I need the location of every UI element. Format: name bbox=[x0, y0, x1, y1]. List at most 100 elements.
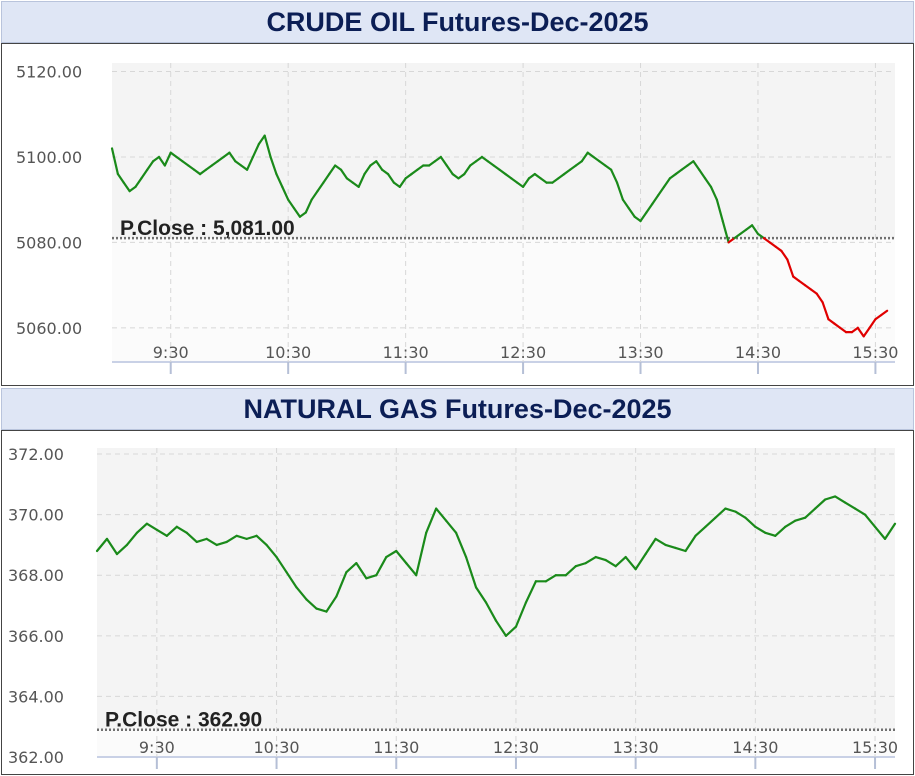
crude-oil-price-segment bbox=[533, 172, 542, 180]
crude-oil-price-segment bbox=[686, 160, 695, 167]
natural-gas-price-segment bbox=[544, 574, 557, 583]
crude-oil-price-segment bbox=[445, 164, 454, 176]
crude-oil-price-segment bbox=[240, 164, 249, 171]
natural-gas-price-segment bbox=[504, 625, 518, 637]
crude-oil-price-segment bbox=[386, 172, 395, 184]
crude-oil-price-segment bbox=[110, 147, 119, 176]
crude-oil-price-segment bbox=[480, 155, 489, 163]
natural-gas-price-segment bbox=[135, 522, 148, 534]
crude-oil-price-segment bbox=[627, 207, 636, 218]
crude-oil-price-segment bbox=[116, 172, 125, 184]
crude-oil-price-segment bbox=[633, 215, 642, 223]
natural-gas-price-segment bbox=[165, 525, 178, 537]
natural-gas-x-tick-label: 15:30 bbox=[852, 738, 898, 757]
crude-oil-price-segment bbox=[721, 219, 730, 244]
natural-gas-price-segment bbox=[844, 501, 857, 510]
crude-oil-price-segment bbox=[568, 164, 578, 171]
crude-oil-price-segment bbox=[375, 160, 384, 171]
natural-gas-price-segment bbox=[644, 537, 657, 556]
natural-gas-price-series bbox=[95, 495, 897, 637]
crude-oil-price-segment bbox=[698, 168, 707, 180]
natural-gas-price-segment bbox=[714, 507, 727, 519]
crude-oil-price-segment bbox=[692, 160, 701, 171]
natural-gas-price-segment bbox=[704, 516, 717, 528]
natural-gas-price-segment bbox=[345, 562, 358, 574]
natural-gas-x-tick-label: 13:30 bbox=[613, 738, 659, 757]
crude-oil-price-segment bbox=[251, 143, 260, 159]
natural-gas-x-tick-label: 12:30 bbox=[493, 738, 539, 757]
natural-gas-price-segment bbox=[335, 571, 348, 598]
natural-gas-price-segment bbox=[744, 516, 757, 528]
crude-oil-price-segment bbox=[803, 284, 812, 291]
crude-oil-price-segment bbox=[751, 224, 760, 235]
crude-oil-price-segment bbox=[263, 134, 272, 159]
crude-oil-price-segment bbox=[122, 181, 131, 193]
crude-oil-price-segment bbox=[392, 181, 401, 188]
crude-oil-price-segment bbox=[862, 326, 871, 338]
natural-gas-price-segment bbox=[564, 565, 577, 577]
natural-gas-prev-close-label: P.Close : 362.90 bbox=[105, 709, 262, 732]
natural-gas-price-segment bbox=[724, 507, 737, 513]
natural-gas-plot-area bbox=[97, 448, 895, 757]
crude-oil-price-segment bbox=[827, 318, 836, 325]
crude-oil-price-segment bbox=[328, 164, 337, 176]
natural-gas-x-tick-label: 10:30 bbox=[253, 738, 299, 757]
crude-oil-price-segment bbox=[557, 172, 566, 180]
natural-gas-price-segment bbox=[275, 555, 288, 574]
crude-oil-price-segment bbox=[662, 177, 671, 188]
crude-oil-price-segment bbox=[621, 198, 630, 210]
crude-oil-price-segment bbox=[521, 177, 531, 188]
crude-oil-prev-close-label: P.Close : 5,081.00 bbox=[120, 217, 295, 240]
crude-oil-x-tick-label: 10:30 bbox=[265, 343, 311, 362]
natural-gas-x-tick-label: 9:30 bbox=[139, 738, 175, 757]
natural-gas-x-tick-label: 14:30 bbox=[732, 738, 778, 757]
crude-oil-price-segment bbox=[486, 160, 495, 167]
crude-oil-price-segment bbox=[592, 155, 601, 163]
crude-oil-price-segment bbox=[210, 160, 219, 167]
natural-gas-price-segment bbox=[774, 525, 787, 537]
crude-oil-price-segment bbox=[128, 185, 137, 193]
natural-gas-price-segment bbox=[764, 531, 777, 537]
natural-gas-price-segment bbox=[125, 531, 138, 547]
crude-oil-price-segment bbox=[351, 181, 360, 188]
natural-gas-price-segment bbox=[425, 507, 438, 534]
crude-oil-price-segment bbox=[469, 160, 478, 167]
crude-oil-price-segment bbox=[756, 232, 765, 240]
crude-oil-price-segment bbox=[704, 177, 713, 188]
natural-gas-price-segment bbox=[464, 555, 478, 589]
crude-oil-price-segment bbox=[492, 164, 501, 171]
crude-oil-price-segment bbox=[316, 181, 325, 193]
crude-oil-y-tick-label: 5100.00 bbox=[16, 148, 82, 167]
crude-oil-chart-title: CRUDE OIL Futures-Dec-2025 bbox=[1, 1, 914, 43]
crude-oil-price-segment bbox=[709, 185, 718, 201]
crude-oil-price-segment bbox=[815, 292, 824, 304]
crude-oil-price-segment bbox=[163, 151, 172, 167]
crude-oil-price-segment bbox=[850, 326, 859, 334]
crude-oil-price-segment bbox=[680, 164, 689, 171]
crude-oil-price-segment bbox=[668, 172, 677, 180]
natural-gas-price-segment bbox=[225, 534, 238, 544]
crude-oil-price-segment bbox=[404, 172, 413, 180]
natural-gas-price-segment bbox=[614, 555, 627, 568]
crude-oil-price-segment bbox=[674, 168, 683, 176]
crude-oil-price-segment bbox=[780, 249, 789, 261]
natural-gas-price-segment bbox=[694, 525, 707, 537]
natural-gas-price-segment bbox=[375, 555, 388, 577]
natural-gas-price-segment bbox=[654, 537, 667, 547]
crude-oil-price-segment bbox=[715, 198, 724, 223]
natural-gas-price-segment bbox=[295, 586, 308, 601]
natural-gas-price-segment bbox=[115, 543, 129, 556]
crude-oil-price-segment bbox=[839, 326, 848, 334]
crude-oil-price-segment bbox=[193, 168, 202, 176]
natural-gas-price-segment bbox=[435, 507, 448, 522]
natural-gas-price-segment bbox=[255, 534, 268, 547]
crude-oil-price-segment bbox=[198, 168, 208, 176]
crude-oil-price-segment bbox=[856, 326, 865, 338]
crude-oil-price-segment bbox=[504, 172, 513, 180]
natural-gas-price-segment bbox=[524, 580, 538, 604]
natural-gas-y-tick-label: 362.00 bbox=[8, 748, 64, 767]
natural-gas-price-segment bbox=[634, 552, 647, 571]
natural-gas-price-segment bbox=[624, 555, 637, 571]
crude-oil-price-segment bbox=[152, 155, 161, 163]
